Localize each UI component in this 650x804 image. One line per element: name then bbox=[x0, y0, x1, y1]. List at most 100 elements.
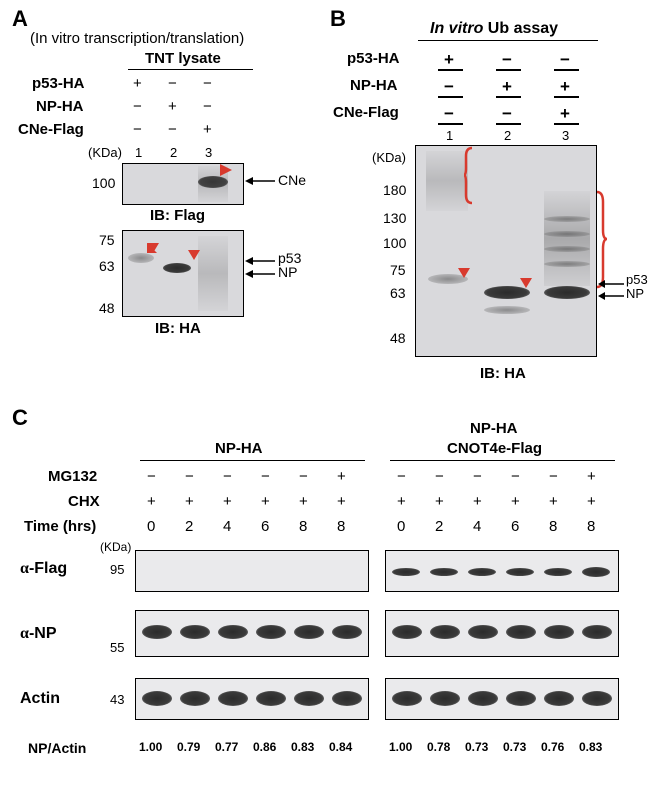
pc-ab-0: α-Flag bbox=[20, 560, 67, 578]
pc-flag-b4 bbox=[506, 568, 534, 576]
pc-ratioL-4: 0.83 bbox=[291, 740, 314, 754]
pc-acR-b2 bbox=[430, 691, 460, 706]
pc-gridL-r2-c1: 2 bbox=[185, 518, 193, 535]
pb-blot bbox=[415, 145, 597, 357]
pb-r0-c2: − bbox=[560, 50, 570, 70]
pa-ib-ha: IB: HA bbox=[155, 320, 201, 337]
pa-arrow-np bbox=[245, 267, 275, 281]
pb-arrow-np bbox=[598, 290, 624, 302]
panel-a-header: TNT lysate bbox=[145, 50, 221, 67]
pb-bracket-lane3 bbox=[597, 192, 607, 287]
panel-b-header: In vitro Ub assay bbox=[430, 20, 558, 38]
pb-lane3-l1 bbox=[544, 216, 590, 222]
pc-ratioR-0: 1.00 bbox=[389, 740, 412, 754]
pb-u11 bbox=[496, 96, 521, 98]
pb-tri-np bbox=[520, 278, 532, 290]
pc-blot-flag-L bbox=[135, 550, 369, 592]
pc-left-header: NP-HA bbox=[215, 440, 263, 457]
pb-band-np2b bbox=[484, 306, 530, 314]
pc-ratioR-4: 0.76 bbox=[541, 740, 564, 754]
pb-lane3-l3 bbox=[544, 246, 590, 252]
pc-ratio-label: NP/Actin bbox=[28, 740, 86, 756]
pa-smear-lane3 bbox=[198, 236, 228, 311]
pc-acR-b3 bbox=[468, 691, 498, 706]
pc-blot-np-R bbox=[385, 610, 619, 657]
pb-kda: (KDa) bbox=[372, 150, 406, 165]
pc-gridL-r1-c4: + bbox=[299, 493, 308, 510]
pc-npL-b4 bbox=[256, 625, 286, 639]
pc-npL-b2 bbox=[180, 625, 210, 639]
panel-b-label: B bbox=[330, 6, 346, 32]
pc-gridL-r1-c3: + bbox=[261, 493, 270, 510]
pb-u02 bbox=[554, 69, 579, 71]
pc-gridR-r2-c0: 0 bbox=[397, 518, 405, 535]
pb-r1-c2: + bbox=[560, 77, 570, 97]
pc-row1: CHX bbox=[68, 493, 100, 510]
pc-gridL-r0-c1: − bbox=[185, 468, 194, 485]
pb-r1-c1: + bbox=[502, 77, 512, 97]
pb-u10 bbox=[438, 96, 463, 98]
pa-tri-np bbox=[188, 250, 200, 262]
pb-row-1-name: NP-HA bbox=[350, 77, 398, 94]
pc-blot-flag-R bbox=[385, 550, 619, 592]
pc-gridL-r2-c2: 4 bbox=[223, 518, 231, 535]
pc-flag-b2 bbox=[430, 568, 458, 576]
pc-ratioR-5: 0.83 bbox=[579, 740, 602, 754]
pa-band-np bbox=[163, 263, 191, 273]
pc-gridL-r0-c2: − bbox=[223, 468, 232, 485]
pc-ratioL-3: 0.86 bbox=[253, 740, 276, 754]
pa-marker-48: 48 bbox=[99, 300, 115, 316]
pc-blot-actin-L bbox=[135, 678, 369, 720]
panel-b-header-underline bbox=[418, 40, 598, 41]
pa-marker-63: 63 bbox=[99, 258, 115, 274]
pc-ratioR-2: 0.73 bbox=[465, 740, 488, 754]
pc-npL-b3 bbox=[218, 625, 248, 639]
pa-tri-cne bbox=[220, 164, 234, 176]
pc-gridR-r1-c1: + bbox=[435, 493, 444, 510]
pa-blot-ha bbox=[122, 230, 244, 317]
pc-gridL-r2-c4: 8 bbox=[299, 518, 307, 535]
pc-gridL-r2-c5: 8 bbox=[337, 518, 345, 535]
pc-m55: 55 bbox=[110, 640, 124, 655]
pb-m130: 130 bbox=[383, 210, 406, 226]
pc-gridL-r1-c0: + bbox=[147, 493, 156, 510]
pc-m95: 95 bbox=[110, 562, 124, 577]
pc-acL-b1 bbox=[142, 691, 172, 706]
pc-gridR-r2-c4: 8 bbox=[549, 518, 557, 535]
pc-npL-b5 bbox=[294, 625, 324, 639]
pc-gridL-r0-c3: − bbox=[261, 468, 270, 485]
pa-marker-75: 75 bbox=[99, 232, 115, 248]
pb-lane-3: 3 bbox=[562, 128, 569, 143]
pc-acR-b4 bbox=[506, 691, 536, 706]
pa-r1-c1: + bbox=[168, 98, 177, 115]
pb-r2-c2: + bbox=[560, 104, 570, 124]
pc-ratioR-3: 0.73 bbox=[503, 740, 526, 754]
pb-u20 bbox=[438, 123, 463, 125]
pc-npR-b6 bbox=[582, 625, 612, 639]
pb-smear-lane1-top bbox=[426, 151, 468, 211]
pc-right-underline bbox=[390, 460, 615, 461]
pa-lane-3: 3 bbox=[205, 145, 212, 160]
pc-gridR-r2-c5: 8 bbox=[587, 518, 595, 535]
pb-label-p53: p53 bbox=[626, 272, 648, 287]
panel-a-subtitle: (In vitro transcription/translation) bbox=[30, 30, 244, 47]
pb-lane-1: 1 bbox=[446, 128, 453, 143]
pc-kda: (KDa) bbox=[100, 540, 131, 554]
pc-acR-b6 bbox=[582, 691, 612, 706]
pc-gridR-r2-c2: 4 bbox=[473, 518, 481, 535]
pb-u00 bbox=[438, 69, 463, 71]
pb-m180: 180 bbox=[383, 182, 406, 198]
pa-arrow-p53 bbox=[245, 254, 275, 268]
pc-ratioL-1: 0.79 bbox=[177, 740, 200, 754]
pc-npR-b5 bbox=[544, 625, 574, 639]
pc-gridR-r0-c0: − bbox=[397, 468, 406, 485]
pb-m100: 100 bbox=[383, 235, 406, 251]
pc-gridL-r2-c3: 6 bbox=[261, 518, 269, 535]
pc-gridR-r0-c5: + bbox=[587, 468, 596, 485]
pa-r0-c0: + bbox=[133, 75, 142, 92]
panel-a-label: A bbox=[12, 6, 28, 32]
pa-marker-100: 100 bbox=[92, 175, 115, 191]
pa-ib-flag: IB: Flag bbox=[150, 207, 205, 224]
pb-u12 bbox=[554, 96, 579, 98]
pb-r2-c0: − bbox=[444, 104, 454, 124]
